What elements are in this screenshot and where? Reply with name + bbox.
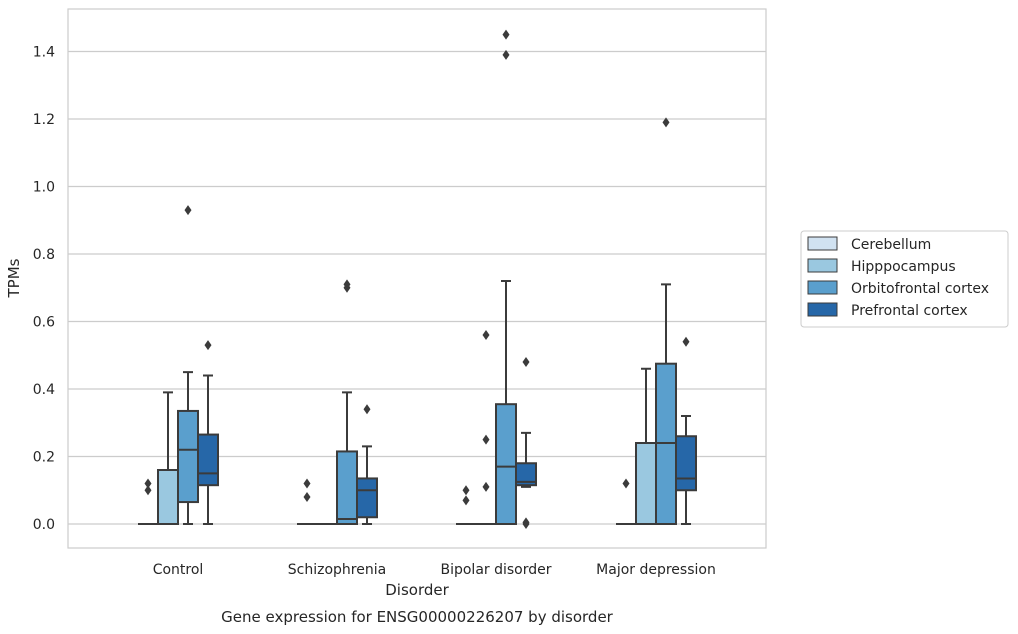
series-hipppocampus [157, 330, 657, 525]
x-axis-label: Disorder [385, 581, 449, 599]
outlier-point [682, 336, 690, 347]
box-group [635, 367, 657, 525]
x-tick-label: Control [153, 562, 204, 578]
box-group [655, 117, 677, 525]
y-tick-label: 1.0 [33, 180, 55, 196]
series-cerebellum [138, 478, 636, 525]
y-tick-label: 0.6 [33, 315, 55, 331]
y-tick-label: 0.4 [33, 382, 55, 398]
outlier-point [343, 279, 351, 290]
box-group [356, 404, 378, 525]
outlier-point [462, 495, 470, 506]
outlier-point [522, 517, 530, 528]
legend-label: Hipppocampus [851, 259, 956, 275]
x-axis-ticks: Control Schizophrenia Bipolar disorder Majo… [153, 562, 716, 578]
outlier-point [363, 404, 371, 415]
box-group [336, 279, 358, 525]
outlier-point [184, 205, 192, 216]
outlier-point [482, 434, 490, 445]
box-group [515, 357, 537, 529]
legend-swatch [807, 280, 838, 295]
box-group [616, 478, 636, 525]
outlier-point [144, 485, 152, 496]
box [675, 435, 697, 492]
y-tick-label: 0.8 [33, 247, 55, 263]
outlier-point [662, 117, 670, 128]
box [197, 433, 219, 487]
outlier-point [502, 29, 510, 40]
box [515, 462, 537, 487]
box [336, 450, 358, 525]
outlier-point [502, 49, 510, 60]
series-orbitofrontal-cortex [177, 29, 677, 525]
y-tick-label: 0.0 [33, 517, 55, 533]
outlier-point [303, 492, 311, 502]
box [495, 403, 517, 525]
y-axis-label: TPMs [5, 258, 23, 298]
y-tick-label: 1.2 [33, 112, 55, 128]
legend-swatch [807, 258, 838, 273]
outlier-point [204, 340, 212, 351]
box-series [138, 29, 697, 529]
outlier-point [303, 478, 311, 489]
outlier-point [522, 357, 530, 367]
y-tick-label: 0.2 [33, 450, 55, 466]
outlier-point [622, 478, 630, 489]
legend: Cerebellum Hipppocampus Orbitofrontal cort… [800, 230, 1009, 328]
legend-label: Cerebellum [851, 237, 931, 253]
box [356, 477, 378, 519]
series-prefrontal-cortex [197, 336, 697, 529]
box-group [138, 478, 158, 525]
legend-swatch [807, 236, 838, 251]
outlier-point [482, 481, 490, 492]
outlier-point [144, 478, 152, 489]
outlier-point [482, 330, 490, 340]
legend-frame [800, 230, 1009, 328]
box-group [297, 478, 317, 525]
box [177, 409, 199, 504]
legend-items: Cerebellum Hipppocampus Orbitofrontal cort… [807, 236, 989, 319]
box-group [675, 336, 697, 525]
x-tick-label: Bipolar disorder [440, 562, 551, 578]
box [157, 469, 179, 525]
outlier-point [462, 485, 470, 496]
box-group [456, 485, 476, 525]
chart-caption: Gene expression for ENSG00000226207 by d… [221, 608, 614, 626]
y-axis-ticks: 0.0 0.2 0.4 0.6 0.8 1.0 1.2 1.4 [33, 45, 55, 534]
box [635, 442, 657, 525]
x-tick-label: Major depression [596, 562, 716, 578]
legend-label: Prefrontal cortex [851, 303, 968, 319]
y-tick-label: 1.4 [33, 45, 55, 61]
x-tick-label: Schizophrenia [288, 562, 386, 578]
box-group [495, 29, 517, 525]
legend-swatch [807, 302, 838, 317]
box-group [197, 340, 219, 525]
plot-area-frame [67, 8, 767, 549]
legend-label: Orbitofrontal cortex [851, 281, 989, 297]
box-group [476, 330, 496, 525]
